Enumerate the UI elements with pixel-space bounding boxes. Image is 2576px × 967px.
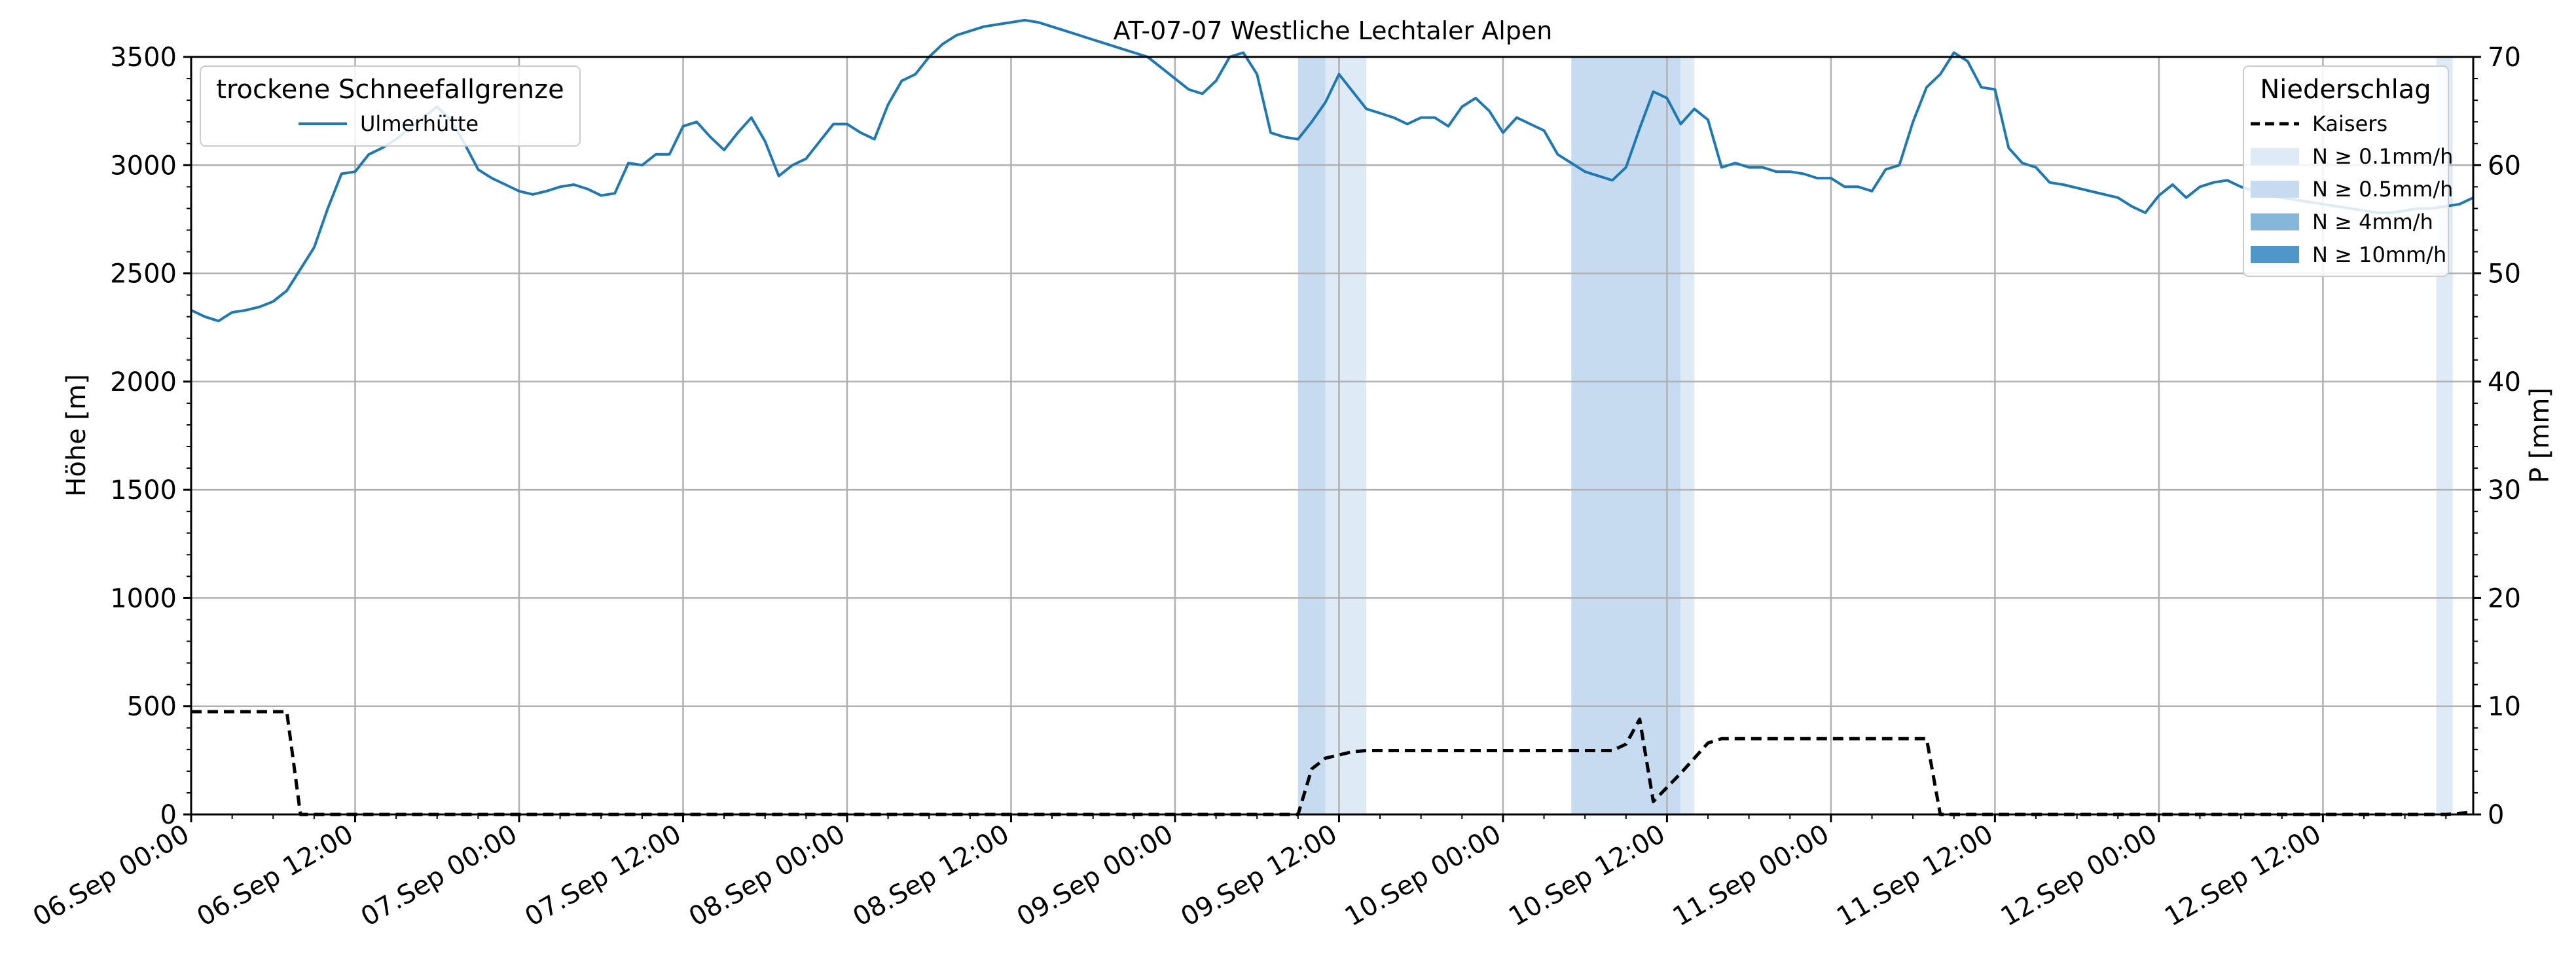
chart-title: AT-07-07 Westliche Lechtaler Alpen (1114, 16, 1553, 45)
legend-precipitation-items: Kaisers N ≥ 0.1mm/h N ≥ 0.5mm/h N ≥ 4mm/h N … (2251, 111, 2453, 267)
y-right-tick-label-1: 10 (2488, 692, 2521, 722)
legend-item-3-swatch (2251, 213, 2299, 230)
y-left-tick-label-0: 0 (160, 800, 177, 830)
legend-item-1-swatch (2251, 148, 2299, 165)
y-right-tick-label-3: 30 (2488, 475, 2521, 505)
y-right-tick-label-5: 50 (2488, 259, 2521, 289)
y-right-tick-label-0: 0 (2488, 800, 2504, 830)
plot-frame (190, 56, 2475, 816)
y-axis-left-label: Höhe [m] (62, 374, 92, 496)
legend-item-3-label: N ≥ 4mm/h (2312, 210, 2433, 234)
legend-item-4-swatch (2251, 246, 2299, 263)
precip-band-1 (1325, 57, 1367, 814)
y-left-tick-label-4: 2000 (110, 367, 177, 397)
precip-band-2 (1571, 57, 1681, 814)
y-left-tick-label-2: 1000 (110, 583, 177, 613)
legend-precipitation-title: Niederschlag (2260, 75, 2431, 105)
legend-snowline-title: trockene Schneefallgrenze (216, 75, 564, 105)
legend-label-ulmerhuette: Ulmerhütte (360, 111, 479, 136)
y-left-tick-label-5: 2500 (110, 259, 177, 289)
legend-snowline-box (200, 65, 581, 147)
precip-band-3 (1680, 57, 1695, 814)
y-right-tick-label-7: 70 (2488, 43, 2521, 73)
y-right-tick-label-2: 20 (2488, 583, 2521, 613)
y-left-tick-label-1: 500 (127, 692, 177, 722)
y-axis-right-label: P [mm] (2525, 388, 2555, 483)
y-left-tick-label-6: 3000 (110, 151, 177, 181)
legend-item-2-label: N ≥ 0.5mm/h (2312, 177, 2453, 202)
legend-item-2-swatch (2251, 181, 2299, 198)
y-right-tick-label-6: 60 (2488, 151, 2521, 181)
series-line-kaisers (191, 710, 2474, 816)
series-layer (190, 18, 2474, 816)
series-line-ulmerhuette (190, 18, 2474, 323)
y-left-tick-label-3: 1500 (110, 475, 177, 505)
legend-snowline: trockene Schneefallgrenze Ulmerhütte (200, 65, 581, 147)
legend-item-4-label: N ≥ 10mm/h (2312, 242, 2446, 267)
y-right-tick-label-4: 40 (2488, 367, 2521, 397)
precip-band-0 (1297, 57, 1326, 814)
y-left-tick-label-7: 3500 (110, 43, 177, 73)
legend-item-1-label: N ≥ 0.1mm/h (2312, 144, 2453, 169)
legend-item-0-label: Kaisers (2312, 111, 2387, 136)
legend-precipitation: Niederschlag Kaisers N ≥ 0.1mm/h N ≥ 0.5mm… (2243, 65, 2453, 277)
